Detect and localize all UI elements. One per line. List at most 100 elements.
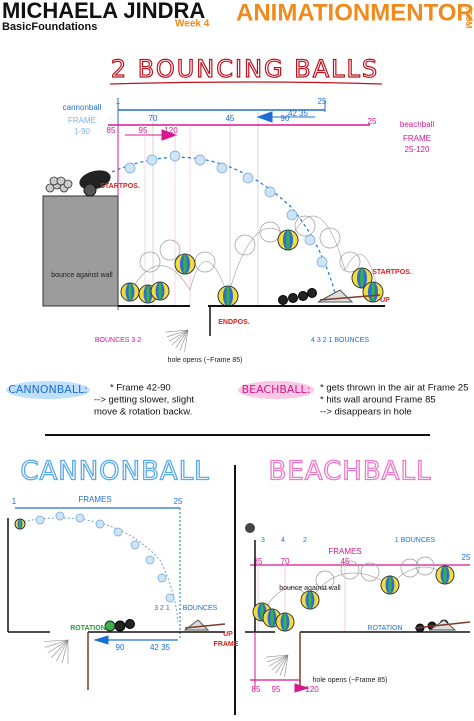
ghost-ball <box>415 556 435 576</box>
label: 85 <box>254 557 263 566</box>
ghost-ball <box>360 562 380 582</box>
stroke-line <box>271 654 289 671</box>
beachball <box>351 267 373 289</box>
stroke-line <box>284 654 289 677</box>
label: Week 4 <box>175 19 210 30</box>
cannonball-trail <box>157 573 167 583</box>
label: 1 <box>116 97 121 106</box>
cannonball <box>298 291 308 301</box>
stroke-path <box>93 635 109 645</box>
ghost-ball <box>340 560 360 580</box>
cannonball-trail <box>95 519 105 529</box>
cannonball-trail <box>145 555 155 565</box>
label: UP <box>380 297 390 304</box>
beachball-stripe <box>360 268 364 288</box>
label: 95 <box>139 126 148 135</box>
wall-block <box>42 195 119 307</box>
label: 120 <box>305 685 319 694</box>
cannonball <box>288 293 298 303</box>
label: STARTPOS. <box>100 183 140 190</box>
label: 85 <box>107 126 116 135</box>
label: hole opens (~Frame 85) <box>168 357 243 364</box>
beachball <box>277 229 299 251</box>
beachball-outline <box>300 590 320 610</box>
stroke-line <box>268 654 289 667</box>
label: 70 <box>281 557 290 566</box>
stroke-line <box>168 329 189 342</box>
beachball-stripe <box>183 254 187 274</box>
label: * gets thrown in the air at Frame 25 <box>320 383 468 394</box>
stroke-line <box>166 329 189 338</box>
label: bounce against wall <box>51 272 113 279</box>
beachball-outline <box>150 281 170 301</box>
stroke-line <box>414 621 471 629</box>
label: 90 <box>281 114 290 123</box>
beachball-outline <box>277 229 299 251</box>
cannonball-pile <box>63 179 73 189</box>
stroke-line <box>184 623 226 629</box>
beachball-stripe <box>19 519 21 529</box>
label: ROTATION <box>367 625 402 632</box>
cannonball-trail <box>304 234 316 246</box>
label: 1 BOUNCES <box>395 537 436 544</box>
stroke-path <box>261 566 446 613</box>
label: 2 <box>303 537 307 544</box>
cannonball-trail <box>130 540 140 550</box>
label: FRAMES <box>328 547 361 556</box>
label: 42 35 <box>150 643 171 652</box>
label: FRAMES <box>78 495 111 504</box>
stroke-line <box>179 329 189 351</box>
stroke-path <box>294 683 310 693</box>
cannonball-trail <box>75 513 85 523</box>
note-highlight <box>238 381 314 399</box>
label: CANNONBALL <box>20 457 209 487</box>
stroke-line <box>56 639 69 662</box>
cannonball-green <box>104 620 116 632</box>
label: CANNONBALL: <box>8 383 88 396</box>
beachball <box>14 518 26 530</box>
ghost-ball <box>139 251 161 273</box>
cannonball-trail <box>169 150 181 162</box>
beachball <box>120 282 140 302</box>
label: BOUNCES 3 2 <box>95 337 141 344</box>
label: 25 <box>174 497 183 506</box>
label: * hits wall around Frame 85 <box>320 395 436 406</box>
label: 3 2 1 <box>154 605 170 612</box>
beachball-stripe <box>270 609 274 627</box>
label: BasicFoundations <box>2 21 97 33</box>
stroke-line <box>275 654 289 674</box>
stroke-path <box>109 81 383 85</box>
label: * Frame 42-90 <box>110 383 171 394</box>
label: --> disappears in hole <box>320 407 412 418</box>
label: FRAME <box>403 134 431 143</box>
cannonball-trail <box>316 256 328 268</box>
stroke-line <box>44 639 69 642</box>
beachball <box>362 281 384 303</box>
note-highlight <box>6 381 90 399</box>
label: beachball <box>400 120 434 129</box>
label: MICHAELA JINDRA <box>2 0 205 23</box>
label: 25 <box>462 553 471 562</box>
label: 4 <box>281 537 285 544</box>
label: 25-120 <box>405 145 430 154</box>
cannonball-trail <box>165 593 175 603</box>
beachball-stripe <box>283 613 287 631</box>
beachball <box>174 253 196 275</box>
stroke-line <box>45 639 69 648</box>
beachball-outline <box>174 253 196 275</box>
stroke-path <box>256 111 273 123</box>
label: 90 <box>116 643 125 652</box>
beachball-stripe <box>388 576 392 594</box>
beachball <box>150 281 170 301</box>
stroke-line <box>175 329 189 349</box>
label: 25 <box>318 97 327 106</box>
beachball-stripe <box>443 566 447 584</box>
beachball <box>300 590 320 610</box>
ghost-ball <box>339 251 361 273</box>
ghost-ball <box>234 234 256 256</box>
cannonball <box>125 619 135 629</box>
ghost-ball <box>194 251 216 273</box>
cannonball-trail <box>194 154 206 166</box>
beachball-stripe <box>371 282 375 302</box>
